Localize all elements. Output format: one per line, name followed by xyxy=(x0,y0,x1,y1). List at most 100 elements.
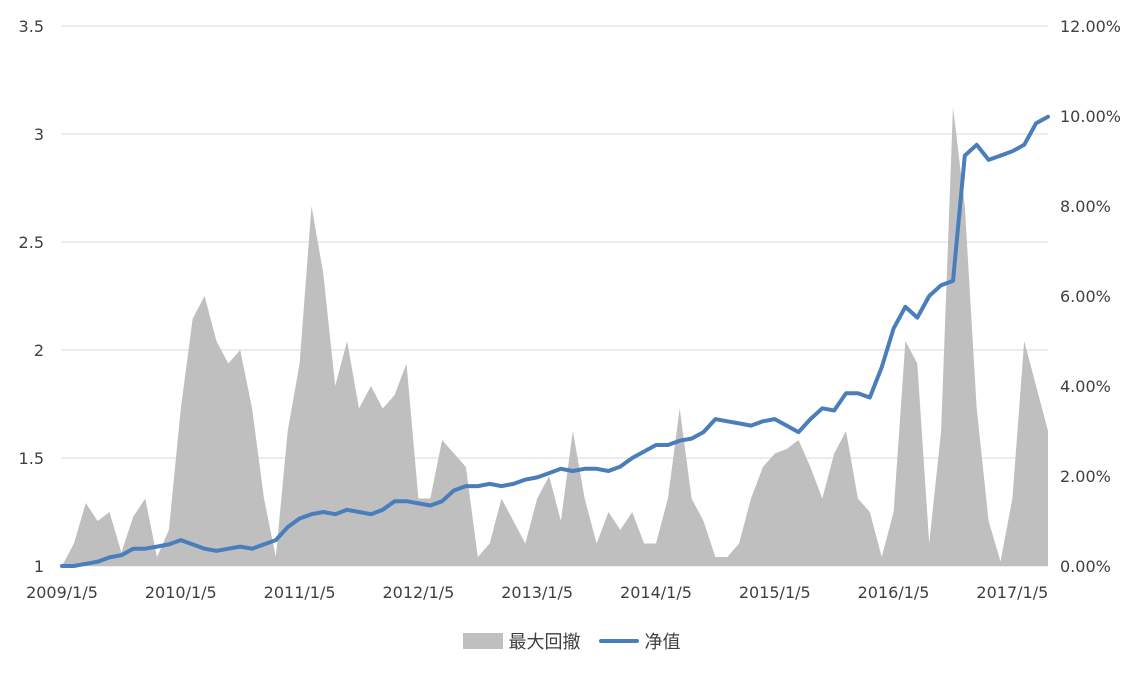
nav-point xyxy=(892,326,896,330)
nav-point xyxy=(761,419,765,423)
nav-point xyxy=(60,564,64,568)
nav-point xyxy=(1034,121,1038,125)
nav-point xyxy=(108,555,111,559)
nav-point xyxy=(131,547,135,551)
y-left-tick-label: 2.5 xyxy=(19,233,44,252)
nav-point xyxy=(713,417,717,421)
nav-point xyxy=(999,154,1002,158)
nav-point xyxy=(856,391,860,395)
nav-point xyxy=(749,424,753,428)
nav-point xyxy=(1022,143,1026,147)
nav-point xyxy=(725,419,729,423)
nav-point xyxy=(119,553,123,557)
x-tick-label: 2013/1/5 xyxy=(501,583,573,602)
y-left-tick-label: 3 xyxy=(34,125,44,144)
nav-point xyxy=(464,484,468,488)
nav-point xyxy=(345,508,349,512)
y-right-tick-label: 8.00% xyxy=(1060,197,1111,216)
nav-point xyxy=(642,450,646,453)
nav-point xyxy=(690,437,694,441)
nav-point xyxy=(511,482,515,486)
x-tick-label: 2009/1/5 xyxy=(26,583,98,602)
y-left-tick-label: 1 xyxy=(34,557,44,576)
nav-point xyxy=(618,465,622,469)
nav-point xyxy=(571,469,575,473)
y-axis-right: 0.00% 2.00% 4.00% 6.00% 8.00% 10.00% 12.00% xyxy=(1060,17,1121,576)
nav-point xyxy=(975,143,979,147)
legend: 最大回撤 净值 xyxy=(0,628,1143,654)
nav-point xyxy=(416,501,420,505)
nav-point xyxy=(333,512,337,516)
nav-point xyxy=(868,396,872,399)
nav-point xyxy=(500,484,503,488)
nav-point xyxy=(880,365,884,369)
nav-point xyxy=(702,430,705,434)
nav-point xyxy=(428,504,432,507)
nav-point xyxy=(939,283,943,287)
y-right-tick-label: 10.00% xyxy=(1060,107,1121,126)
nav-point xyxy=(405,499,408,503)
nav-point xyxy=(84,562,88,566)
nav-point xyxy=(951,279,955,283)
nav-point xyxy=(832,409,836,412)
nav-point xyxy=(630,456,634,460)
nav-point xyxy=(987,158,991,162)
nav-point xyxy=(179,538,183,542)
nav-point xyxy=(214,549,218,553)
nav-point xyxy=(607,469,610,473)
nav-point xyxy=(357,510,361,514)
y-left-tick-label: 1.5 xyxy=(19,449,44,468)
nav-point xyxy=(797,430,800,434)
nav-point xyxy=(369,512,373,516)
nav-point xyxy=(203,547,207,551)
x-tick-label: 2012/1/5 xyxy=(382,583,454,602)
legend-label-nav: 净值 xyxy=(644,632,681,653)
nav-point xyxy=(927,294,931,298)
nav-point xyxy=(1046,115,1050,119)
nav-point xyxy=(523,478,527,482)
nav-point xyxy=(773,417,777,421)
nav-point xyxy=(286,525,290,529)
x-tick-label: 2014/1/5 xyxy=(620,583,692,602)
nav-point xyxy=(381,508,385,512)
y-right-tick-label: 12.00% xyxy=(1060,17,1121,36)
nav-point xyxy=(1010,149,1014,153)
nav-point xyxy=(808,417,812,421)
nav-point xyxy=(559,467,563,471)
y-right-tick-label: 6.00% xyxy=(1060,287,1111,306)
nav-line xyxy=(60,114,1050,568)
nav-point xyxy=(238,545,242,549)
y-left-tick-label: 3.5 xyxy=(19,17,44,36)
x-tick-label: 2016/1/5 xyxy=(858,583,930,602)
nav-point xyxy=(820,406,824,410)
y-right-tick-label: 4.00% xyxy=(1060,377,1111,396)
y-right-tick-label: 2.00% xyxy=(1060,467,1111,486)
nav-point xyxy=(903,305,907,309)
nav-point xyxy=(547,471,551,475)
x-tick-label: 2010/1/5 xyxy=(145,583,217,602)
nav-point xyxy=(155,545,159,549)
nav-point xyxy=(666,443,670,447)
y-right-tick-label: 0.00% xyxy=(1060,557,1111,576)
drawdown-area xyxy=(62,107,1048,566)
nav-point xyxy=(226,547,230,551)
legend-label-drawdown: 最大回撤 xyxy=(508,632,581,653)
y-axis-left: 1 1.5 2 2.5 3 3.5 xyxy=(19,17,44,576)
nav-point xyxy=(678,439,682,443)
legend-swatch-drawdown xyxy=(462,633,503,649)
nav-point xyxy=(262,542,266,546)
y-left-tick-label: 2 xyxy=(34,341,44,360)
nav-point xyxy=(595,467,599,471)
nav-point xyxy=(915,316,919,320)
nav-point xyxy=(535,475,539,479)
nav-point xyxy=(393,499,397,503)
x-tick-label: 2011/1/5 xyxy=(264,583,336,602)
nav-point xyxy=(452,488,456,492)
nav-point xyxy=(583,467,587,471)
nav-point xyxy=(191,542,195,546)
nav-point xyxy=(72,564,76,568)
nav-point xyxy=(321,510,325,514)
nav-point xyxy=(167,542,171,546)
nav-point xyxy=(785,424,789,428)
